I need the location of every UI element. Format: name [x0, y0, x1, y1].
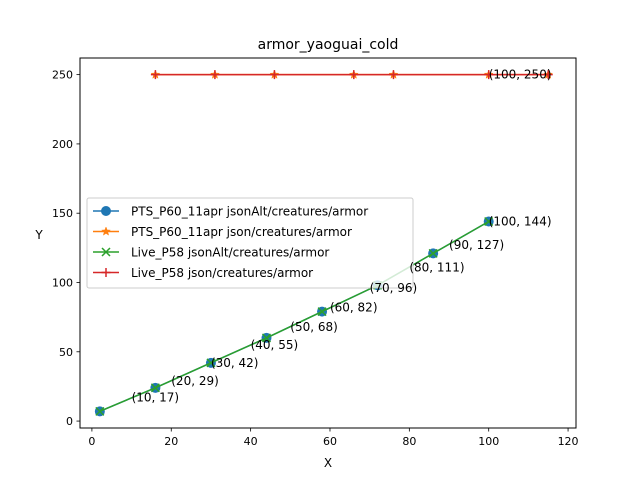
data-point — [484, 70, 494, 80]
point-annotation: (20, 29) — [171, 374, 219, 388]
x-tick-label: 0 — [88, 435, 95, 448]
plot-area — [94, 69, 554, 417]
y-tick-label: 0 — [66, 415, 73, 428]
legend-marker — [101, 206, 111, 216]
data-point — [150, 383, 160, 393]
y-tick-label: 200 — [52, 138, 73, 151]
x-tick-label: 100 — [478, 435, 499, 448]
chart-title: armor_yaoguai_cold — [258, 37, 399, 53]
series-line — [99, 220, 490, 413]
legend: PTS_P60_11apr jsonAlt/creatures/armor PTS… — [86, 197, 414, 289]
point-annotation: (60, 82) — [330, 300, 378, 314]
legend-label: Live_P58 json/creatures/armor — [131, 266, 313, 280]
x-tick-label: 60 — [323, 435, 337, 448]
data-point — [317, 307, 327, 317]
y-axis-label: Y — [34, 228, 43, 242]
x-tick-label: 40 — [244, 435, 258, 448]
data-point — [269, 70, 279, 80]
legend-marker — [101, 268, 111, 277]
point-annotation: (80, 111) — [409, 260, 464, 274]
data-point — [206, 358, 216, 368]
point-annotation: (50, 68) — [290, 320, 338, 334]
plot-frame — [79, 57, 577, 429]
legend-label: PTS_P60_11apr jsonAlt/creatures/armor — [131, 205, 368, 219]
data-point — [428, 248, 438, 258]
data-point — [543, 70, 553, 80]
x-tick-label: 80 — [402, 435, 416, 448]
point-annotation: (10, 17) — [132, 391, 180, 405]
legend-marker — [101, 247, 111, 257]
y-tick-label: 50 — [59, 346, 73, 359]
legend-label: Live_P58 jsonAlt/creatures/armor — [131, 246, 329, 260]
y-tick-label: 250 — [52, 69, 73, 82]
data-point — [388, 70, 398, 80]
point-annotation: (30, 42) — [211, 356, 259, 370]
point-annotation: (100, 250) — [489, 68, 552, 82]
x-tick-label: 120 — [558, 435, 579, 448]
data-point — [261, 333, 272, 343]
point-annotation: (40, 55) — [251, 338, 299, 352]
legend-box — [86, 197, 414, 289]
y-tick-label: 150 — [52, 207, 73, 220]
data-point — [150, 70, 160, 80]
legend-label: PTS_P60_11apr json/creatures/armor — [131, 225, 352, 239]
x-tick-label: 20 — [164, 435, 178, 448]
point-annotation: (70, 96) — [370, 281, 418, 295]
point-annotation: (100, 144) — [489, 215, 552, 229]
x-axis-label: X — [324, 456, 332, 470]
data-point — [95, 406, 105, 416]
data-point — [210, 70, 220, 80]
legend-marker — [101, 226, 111, 236]
y-tick-label: 100 — [52, 276, 73, 289]
data-point — [349, 70, 359, 80]
data-point — [484, 216, 494, 227]
point-annotation: (90, 127) — [449, 238, 504, 252]
